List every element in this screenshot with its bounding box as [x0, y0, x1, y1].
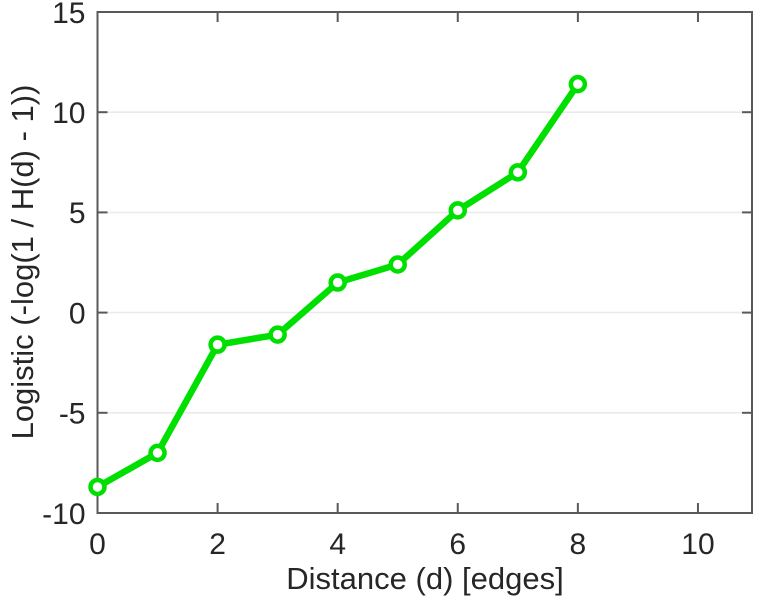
plot-frame-group [96, 11, 753, 514]
x-tick-label: 2 [209, 528, 226, 561]
y-tick-label: 5 [69, 197, 86, 230]
data-point-marker [208, 335, 227, 354]
y-tick-labels-group: -10 -5 0 5 10 15 [42, 0, 85, 531]
x-tick-label: 4 [329, 528, 346, 561]
x-tick-label: 6 [449, 528, 466, 561]
y-tick-label: 0 [69, 297, 86, 330]
data-point-marker [508, 163, 528, 182]
y-tick-label: 15 [52, 0, 85, 30]
x-axis-label: Distance (d) [edges] [286, 561, 563, 596]
plot-frame [96, 11, 753, 514]
axis-ticks-group [96, 11, 752, 514]
x-tick-labels-group: 0 2 4 6 8 10 [89, 528, 714, 561]
data-point-marker [568, 74, 588, 94]
x-tick-label: 8 [570, 528, 587, 561]
data-point-marker [268, 325, 287, 344]
y-tick-label: 10 [52, 97, 85, 130]
data-point-marker [328, 273, 347, 292]
data-point-marker [148, 443, 167, 463]
x-tick-label: 10 [681, 528, 714, 561]
y-tick-label: -10 [42, 498, 85, 531]
data-point-marker [88, 477, 107, 497]
gridlines-group [97, 111, 752, 414]
data-series-group [88, 74, 588, 497]
x-tick-label: 0 [89, 528, 106, 561]
data-point-marker [388, 255, 407, 274]
y-tick-label: -5 [59, 398, 86, 431]
data-point-marker [448, 201, 468, 220]
y-axis-label: Logistic (-log(1 / H(d) - 1)) [5, 85, 40, 440]
